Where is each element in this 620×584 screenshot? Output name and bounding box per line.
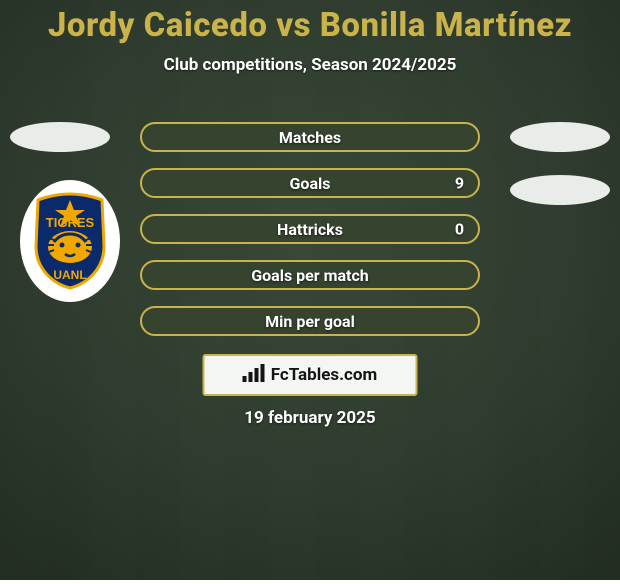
stat-label: Goals bbox=[290, 174, 331, 193]
stat-label: Goals per match bbox=[251, 266, 369, 285]
bar-chart-icon bbox=[243, 364, 265, 386]
player1-portrait bbox=[10, 122, 110, 152]
content: Jordy Caicedo vs Bonilla Martínez Club c… bbox=[0, 0, 620, 580]
stat-row-goals-per-match: Goals per match bbox=[140, 260, 480, 290]
stat-label: Min per goal bbox=[265, 312, 355, 331]
player2-portrait bbox=[510, 122, 610, 152]
fctables-logo-text: FcTables.com bbox=[271, 365, 377, 385]
stat-label: Matches bbox=[279, 128, 341, 147]
stat-row-goals: Goals 9 bbox=[140, 168, 480, 198]
player1-club-badge: TIGRES UANL bbox=[20, 180, 120, 302]
crest-text-bottom: UANL bbox=[53, 268, 86, 282]
crest-text-top: TIGRES bbox=[46, 215, 95, 230]
stat-row-hattricks: Hattricks 0 bbox=[140, 214, 480, 244]
page-title: Jordy Caicedo vs Bonilla Martínez bbox=[0, 0, 620, 45]
player2-portrait-secondary bbox=[510, 175, 610, 205]
stat-value-right: 0 bbox=[455, 220, 464, 239]
club-badge-circle: TIGRES UANL bbox=[20, 180, 120, 302]
stat-value-right: 9 bbox=[455, 174, 464, 193]
stat-column: Matches Goals 9 Hattricks 0 Goals per ma… bbox=[140, 122, 480, 352]
fctables-logo-box: FcTables.com bbox=[203, 354, 418, 396]
tigres-crest-icon: TIGRES UANL bbox=[30, 192, 110, 290]
stat-row-min-per-goal: Min per goal bbox=[140, 306, 480, 336]
stat-label: Hattricks bbox=[277, 220, 343, 239]
date-line: 19 february 2025 bbox=[0, 408, 620, 428]
subtitle: Club competitions, Season 2024/2025 bbox=[0, 55, 620, 75]
stat-row-matches: Matches bbox=[140, 122, 480, 152]
